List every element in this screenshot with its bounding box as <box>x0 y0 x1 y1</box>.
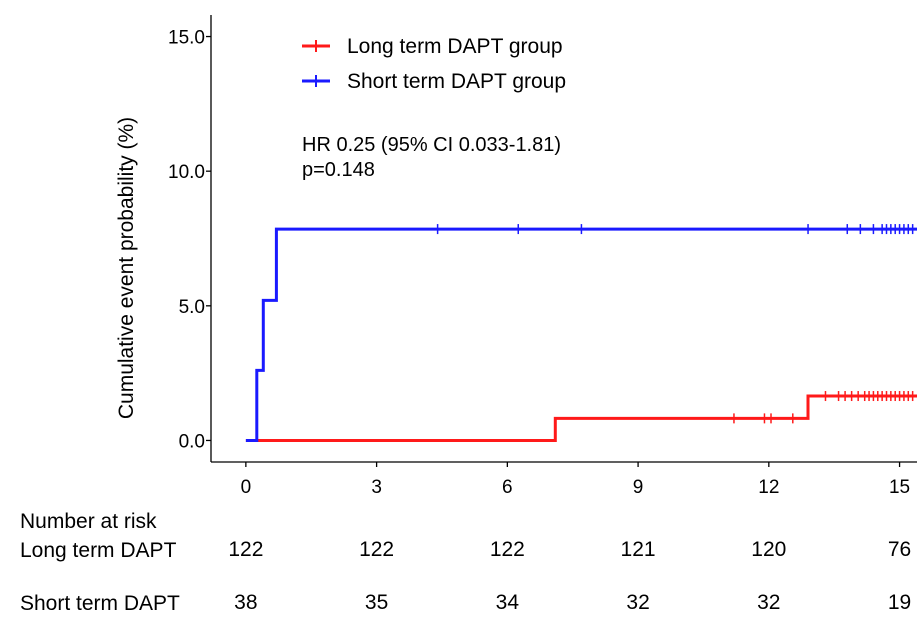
series-line <box>245 227 917 442</box>
risk-table-title: Number at risk <box>20 510 157 533</box>
x-tick-label: 0 <box>241 477 252 498</box>
risk-cell: 32 <box>626 591 650 614</box>
risk-cell: 121 <box>620 538 656 561</box>
axes: 0.0 5.0 10.0 15.0 0 3 6 9 12 15 <box>168 15 917 498</box>
x-tick-label: 3 <box>371 477 382 498</box>
y-tick-label: 0.0 <box>179 431 205 452</box>
risk-cell: 122 <box>359 538 395 561</box>
legend-label: Short term DAPT group <box>347 70 566 93</box>
x-tick-label: 9 <box>633 477 644 498</box>
risk-cell: 120 <box>751 538 787 561</box>
risk-cell: 122 <box>228 538 264 561</box>
risk-cell: 35 <box>364 591 389 614</box>
y-axis-label: Cumulative event probability (%) <box>115 117 138 419</box>
x-tick-label: 15 <box>889 477 910 498</box>
curves <box>245 224 917 442</box>
risk-cell: 38 <box>234 591 258 614</box>
legend: Long term DAPT group Short term DAPT grou… <box>302 35 566 93</box>
risk-cell: 19 <box>887 591 912 614</box>
y-tick-label: 5.0 <box>179 297 205 318</box>
risk-cell: 32 <box>757 591 781 614</box>
p-value-text: p=0.148 <box>302 159 375 181</box>
x-tick-label: 12 <box>758 477 779 498</box>
hr-text: HR 0.25 (95% CI 0.033-1.81) <box>302 134 561 156</box>
risk-row-label: Short term DAPT <box>20 592 180 615</box>
series-line <box>245 394 917 442</box>
risk-cell: 34 <box>495 591 520 614</box>
y-tick-label: 10.0 <box>168 162 205 183</box>
hr-annotation: HR 0.25 (95% CI 0.033-1.81) p=0.148 <box>302 134 561 181</box>
x-tick-label: 6 <box>502 477 513 498</box>
risk-row-label: Long term DAPT <box>20 539 177 562</box>
legend-label: Long term DAPT group <box>347 35 563 58</box>
y-tick-label: 15.0 <box>168 28 205 49</box>
risk-cell: 122 <box>489 538 525 561</box>
risk-cell: 76 <box>887 538 912 561</box>
